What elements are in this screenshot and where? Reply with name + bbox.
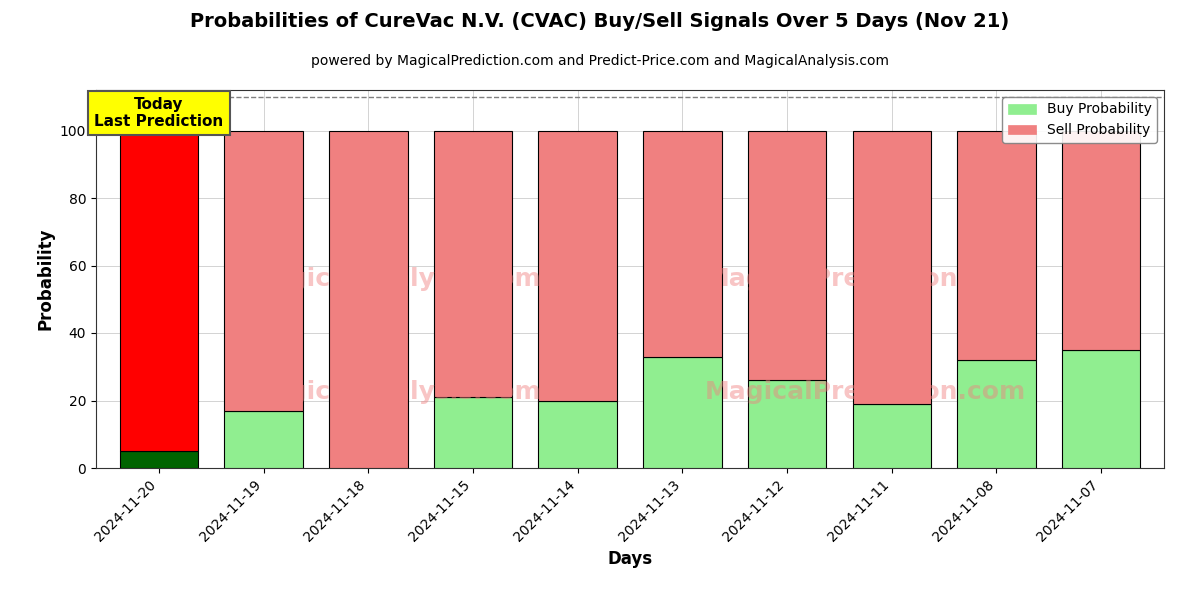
Bar [852, 130, 931, 404]
Text: MagicalAnalysis.com: MagicalAnalysis.com [248, 267, 542, 291]
Bar [1062, 350, 1140, 468]
Text: MagicalPrediction.com: MagicalPrediction.com [704, 267, 1026, 291]
Bar [958, 360, 1036, 468]
Y-axis label: Probability: Probability [36, 228, 54, 330]
Bar [120, 451, 198, 468]
Bar [748, 380, 827, 468]
Bar [433, 130, 512, 397]
Text: MagicalAnalysis.com: MagicalAnalysis.com [248, 380, 542, 404]
Bar [643, 356, 721, 468]
Legend: Buy Probability, Sell Probability: Buy Probability, Sell Probability [1002, 97, 1157, 143]
Bar [643, 130, 721, 356]
Bar [224, 410, 302, 468]
Text: Probabilities of CureVac N.V. (CVAC) Buy/Sell Signals Over 5 Days (Nov 21): Probabilities of CureVac N.V. (CVAC) Buy… [191, 12, 1009, 31]
Bar [958, 130, 1036, 360]
Text: Today
Last Prediction: Today Last Prediction [94, 97, 223, 129]
Bar [539, 401, 617, 468]
Bar [852, 404, 931, 468]
Bar [433, 397, 512, 468]
Bar [120, 130, 198, 451]
Bar [329, 130, 408, 468]
Bar [539, 130, 617, 401]
Bar [224, 130, 302, 410]
Text: powered by MagicalPrediction.com and Predict-Price.com and MagicalAnalysis.com: powered by MagicalPrediction.com and Pre… [311, 54, 889, 68]
Bar [1062, 130, 1140, 350]
X-axis label: Days: Days [607, 550, 653, 568]
Bar [748, 130, 827, 380]
Text: MagicalPrediction.com: MagicalPrediction.com [704, 380, 1026, 404]
